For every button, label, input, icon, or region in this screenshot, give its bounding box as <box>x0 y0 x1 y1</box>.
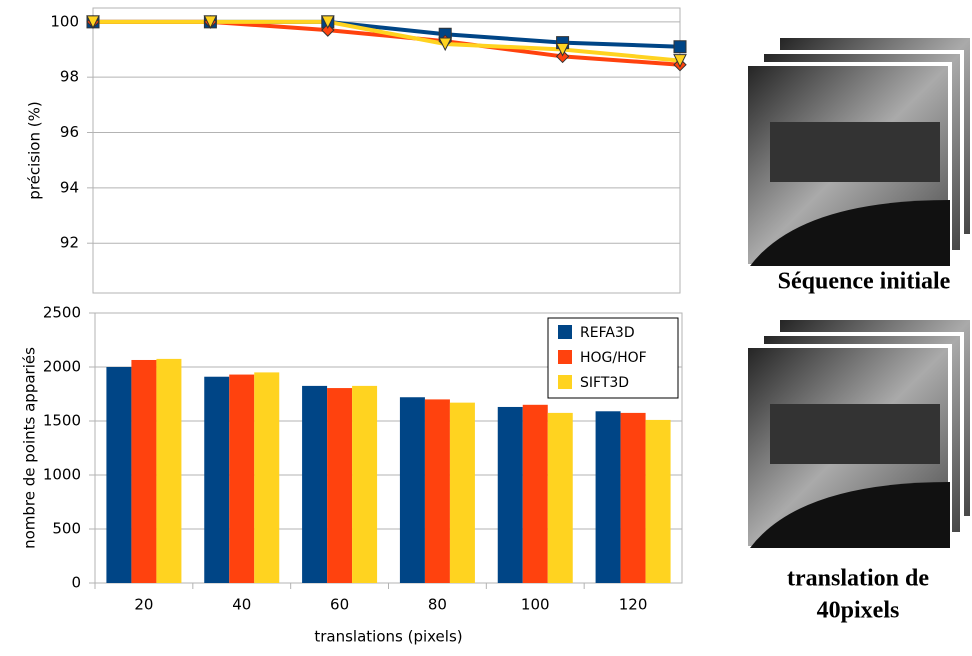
y-tick-label: 98 <box>60 68 79 86</box>
plot-area <box>92 7 681 294</box>
bar <box>352 385 378 583</box>
y-tick-label: 1500 <box>43 412 81 430</box>
marker <box>321 23 335 37</box>
bar <box>302 385 328 583</box>
bar <box>424 399 450 583</box>
y-tick-label: 94 <box>60 178 79 196</box>
x-tick-label: 60 <box>330 596 349 614</box>
line <box>93 19 681 63</box>
legend-swatch <box>558 375 572 389</box>
marker <box>86 15 100 29</box>
bar <box>497 406 523 583</box>
bar <box>399 397 425 583</box>
bar <box>254 372 280 583</box>
bar <box>449 402 475 583</box>
y-axis-label: nombre de points appariés <box>21 347 39 549</box>
bar <box>522 404 548 583</box>
bar <box>229 374 255 583</box>
image-stack <box>744 34 972 550</box>
y-tick-label: 100 <box>50 12 79 30</box>
y-tick-label: 96 <box>60 123 79 141</box>
legend-swatch <box>558 325 572 339</box>
marker <box>203 15 218 29</box>
caption: 40pixels <box>817 598 900 624</box>
marker <box>673 54 687 68</box>
y-tick-label: 0 <box>71 574 81 592</box>
bar <box>620 412 646 583</box>
bar <box>327 388 353 583</box>
y-tick-label: 2000 <box>43 358 81 376</box>
legend-swatch <box>558 350 572 364</box>
x-axis-label: translations (pixels) <box>314 628 462 646</box>
legend-label: HOG/HOF <box>580 350 647 366</box>
bar <box>645 419 671 583</box>
x-tick-label: 100 <box>521 596 550 614</box>
marker <box>555 43 570 57</box>
y-axis-label: précision (%) <box>26 101 44 199</box>
y-tick-label: 92 <box>60 234 79 252</box>
x-tick-label: 80 <box>428 596 447 614</box>
bar <box>547 412 573 583</box>
legend-label: SIFT3D <box>580 375 629 391</box>
bar <box>156 358 182 583</box>
marker <box>320 15 335 29</box>
x-tick-label: 20 <box>134 596 153 614</box>
caption: Séquence initiale <box>778 269 951 295</box>
marker <box>438 27 452 41</box>
marker <box>673 40 687 54</box>
bar <box>595 411 621 583</box>
bar <box>131 359 157 583</box>
y-tick-label: 500 <box>52 520 81 538</box>
caption: translation de <box>787 566 929 592</box>
x-tick-label: 120 <box>619 596 648 614</box>
x-tick-label: 40 <box>232 596 251 614</box>
y-tick-label: 2500 <box>43 304 81 322</box>
bar <box>106 367 132 583</box>
legend-label: REFA3D <box>580 325 635 341</box>
marker <box>438 37 453 52</box>
bar <box>204 376 230 583</box>
y-tick-label: 1000 <box>43 466 81 484</box>
